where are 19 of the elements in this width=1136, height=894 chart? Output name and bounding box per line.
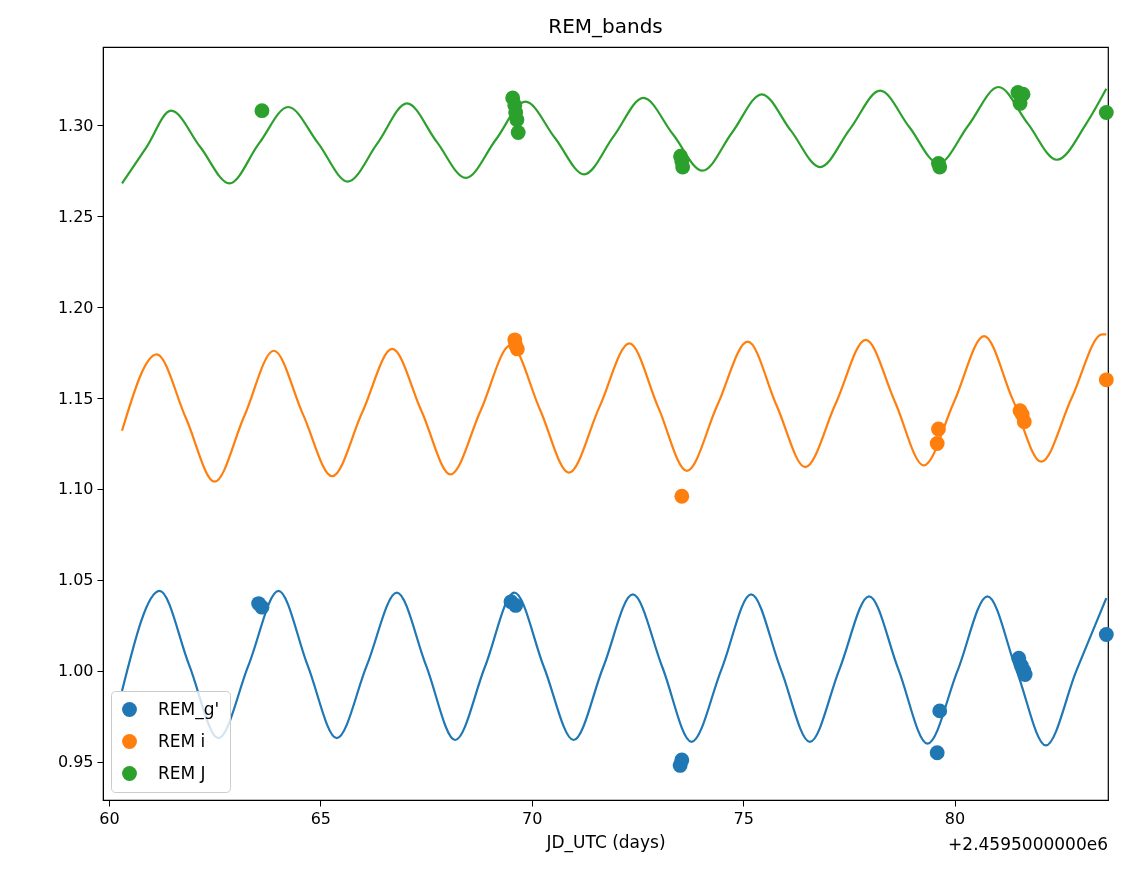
legend-label: REM i: [158, 730, 206, 751]
y-tick-label: 1.30: [57, 115, 94, 135]
chart-title: REM_bands: [548, 14, 663, 38]
y-tick-label: 1.15: [57, 388, 94, 408]
legend-label: REM_g': [158, 698, 220, 720]
x-tick-label: 80: [944, 808, 966, 828]
x-tick-label: 60: [99, 808, 120, 828]
x-tick-label: 70: [522, 808, 543, 828]
x-tick-label: 65: [310, 808, 331, 828]
y-tick-label: 0.95: [57, 752, 94, 772]
y-tick-label: 1.00: [57, 661, 94, 681]
x-axis-title: JD_UTC (days): [545, 831, 666, 853]
x-tick-label: 75: [733, 808, 754, 828]
y-tick-label: 1.10: [57, 479, 94, 499]
text: +2.4595000000e6: [948, 834, 1108, 854]
y-tick-label: 1.05: [57, 570, 94, 590]
y-tick-label: 1.25: [57, 206, 94, 226]
y-tick-label: 1.20: [57, 297, 94, 317]
legend-label: REM J: [158, 762, 206, 783]
